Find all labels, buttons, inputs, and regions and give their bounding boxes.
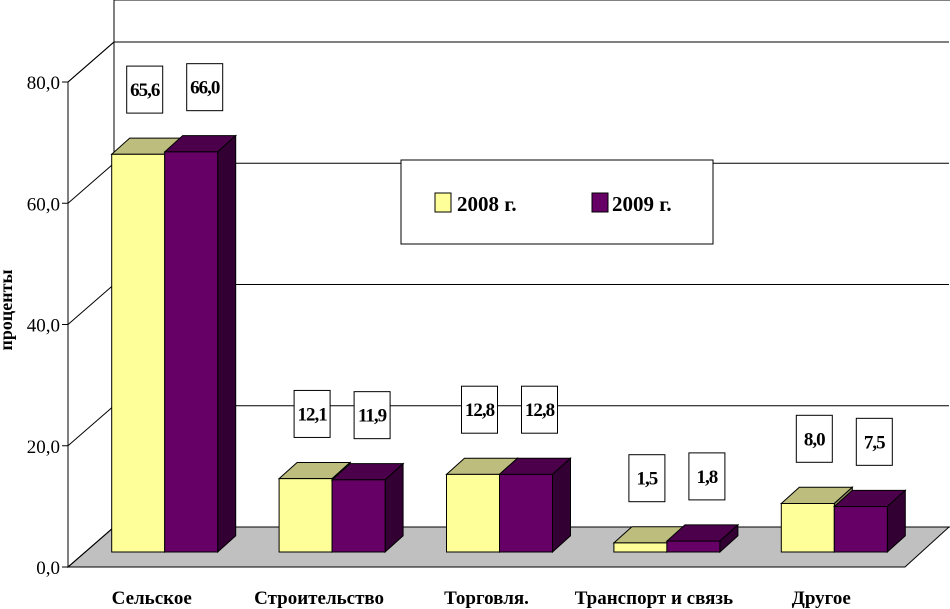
- data-label: 7,5: [864, 432, 885, 453]
- x-tick-label: Торговля.: [444, 588, 529, 609]
- y-axis-title: проценты: [0, 269, 16, 350]
- y-axis: 0,0 20,0 40,0 60,0 80,0: [27, 73, 905, 579]
- data-label: 66,0: [190, 78, 220, 99]
- bar-side-2009: [217, 134, 237, 554]
- gridline-side: [67, 284, 115, 325]
- data-label-box: [461, 385, 498, 434]
- bar-2008: [278, 478, 333, 553]
- bar-2009: [164, 151, 219, 553]
- data-label-box: [353, 391, 391, 440]
- data-label: 12,1: [297, 404, 327, 425]
- legend-label-2008: 2008 г.: [457, 192, 517, 216]
- y-tick-label: 40,0: [27, 316, 60, 337]
- data-label: 1,5: [637, 469, 658, 490]
- y-tick-label: 20,0: [27, 437, 60, 458]
- bar-2008: [446, 473, 500, 553]
- data-label-box: [628, 454, 666, 503]
- bar-2009: [331, 479, 386, 553]
- gridline-side: [67, 41, 115, 83]
- data-label: 12,8: [525, 400, 555, 421]
- y-tick-label: 80,0: [27, 73, 60, 94]
- data-label: 1,8: [697, 467, 718, 488]
- data-label-box: [855, 417, 893, 466]
- data-label-box: [186, 63, 224, 112]
- legend-swatch-2009: [591, 192, 609, 213]
- gridline-side: [67, 405, 115, 447]
- legend: 2008 г. 2009 г.: [400, 159, 714, 245]
- legend-label-2009: 2009 г.: [612, 192, 672, 216]
- data-label-box: [688, 452, 726, 501]
- data-label: 65,6: [130, 80, 160, 101]
- y-tick-label: 0,0: [36, 558, 60, 579]
- bar-2008: [613, 542, 668, 553]
- x-tick-label: Строительство: [254, 588, 384, 609]
- bar-2009: [666, 540, 721, 553]
- bar-side-2009: [384, 462, 404, 554]
- data-label: 11,9: [358, 406, 387, 427]
- data-label-box: [126, 65, 164, 114]
- bar-2008: [111, 153, 166, 553]
- data-label-box: [293, 389, 331, 438]
- data-label: 8,0: [804, 429, 825, 450]
- gridline-side: [67, 526, 115, 568]
- bar-2008: [780, 503, 835, 553]
- x-tick-label: Транспорт и связь: [575, 588, 733, 609]
- bar-side-2009: [552, 457, 571, 554]
- legend-swatch-2008: [434, 192, 452, 213]
- data-label-box: [795, 414, 833, 463]
- bars: [110, 134, 907, 554]
- x-tick-label: Другое: [792, 588, 851, 609]
- x-tick-label: Сельское: [112, 588, 192, 609]
- bar-2009: [499, 473, 553, 553]
- x-axis-labels: Сельское Строительство Торговля. Транспорт …: [112, 588, 851, 609]
- gridline-side: [67, 162, 115, 204]
- y-tick-label: 60,0: [27, 194, 60, 215]
- data-labels: 65,6 66,0 12,1 11,9 12,8 12,8 1,5 1,8 8,0 7,5: [126, 63, 893, 503]
- data-label-box: [521, 385, 558, 434]
- legend-box: [400, 159, 714, 245]
- bar-2009: [833, 506, 888, 553]
- data-label: 12,8: [465, 400, 495, 421]
